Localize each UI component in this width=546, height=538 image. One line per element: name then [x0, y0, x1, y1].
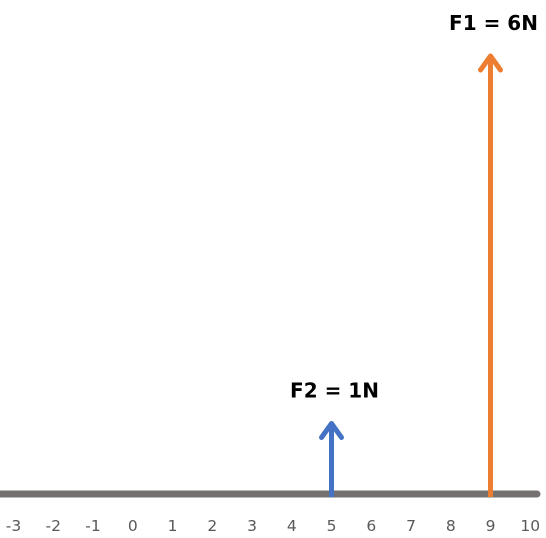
force-arrow: F2 = 1N: [290, 379, 379, 497]
tick-label: -3: [6, 517, 21, 535]
tick-label: -1: [85, 517, 100, 535]
tick-label: 5: [327, 517, 337, 535]
force-arrow: F1 = 6N: [449, 11, 538, 497]
force-arrow-head: [319, 421, 344, 440]
tick-label: 7: [406, 517, 416, 535]
tick-label: -2: [46, 517, 61, 535]
tick-label: 6: [366, 517, 376, 535]
tick-label: 10: [520, 517, 540, 535]
force-label: F1 = 6N: [449, 11, 538, 35]
tick-label: 2: [207, 517, 217, 535]
tick-label: 1: [168, 517, 178, 535]
tick-label: 8: [446, 517, 456, 535]
tick-label: 0: [128, 517, 138, 535]
tick-label: 9: [486, 517, 496, 535]
tick-label: 4: [287, 517, 297, 535]
axis-tick-labels: -3 -2 -1 0 1 2 3 4 5 6 7 8 9 10: [6, 517, 540, 535]
force-arrows: F1 = 6N F2 = 1N: [290, 11, 538, 497]
tick-label: 3: [247, 517, 257, 535]
force-arrow-head: [478, 53, 503, 73]
force-label: F2 = 1N: [290, 379, 379, 403]
